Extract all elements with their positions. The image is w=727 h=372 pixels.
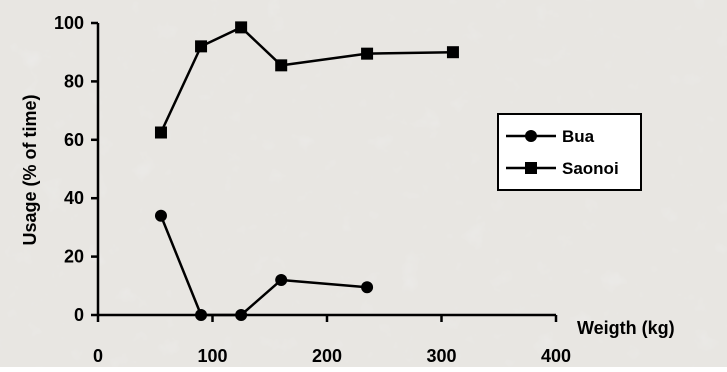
axes: 0 20 40 60 80 100 0 100 200 300 400 (54, 13, 571, 366)
y-axis-label: Usage (% of time) (20, 94, 40, 245)
data-point-saonoi (235, 21, 248, 34)
y-tick-label: 100 (54, 13, 84, 33)
x-axis-label: Weigth (kg) (577, 318, 675, 338)
x-tick-label: 0 (93, 346, 103, 366)
y-tick-label: 60 (64, 130, 84, 150)
legend-label-saonoi: Saonoi (562, 159, 619, 178)
data-point-saonoi (361, 47, 374, 60)
y-tick-label: 40 (64, 188, 84, 208)
series-bua (154, 209, 374, 321)
legend-marker-bua (525, 130, 537, 142)
y-tick-label: 20 (64, 247, 84, 267)
x-tick-label: 100 (197, 346, 227, 366)
data-point-bua (195, 309, 208, 321)
data-point-bua (361, 281, 374, 294)
legend-marker-saonoi (525, 162, 537, 174)
series-layer (154, 21, 459, 321)
data-point-saonoi (154, 126, 167, 139)
data-point-bua (154, 209, 167, 222)
x-tick-label: 200 (312, 346, 342, 366)
data-point-saonoi (275, 59, 288, 72)
legend: Bua Saonoi (497, 113, 642, 191)
legend-label-bua: Bua (562, 127, 595, 146)
y-tick-label: 80 (64, 71, 84, 91)
data-point-saonoi (446, 46, 459, 59)
x-tick-label: 400 (541, 346, 571, 366)
series-line-saonoi (159, 26, 453, 134)
legend-box (497, 113, 642, 191)
data-point-bua (275, 273, 288, 286)
data-point-bua (235, 309, 248, 321)
data-point-saonoi (195, 40, 208, 53)
x-tick-label: 300 (426, 346, 456, 366)
y-tick-label: 0 (74, 305, 84, 325)
series-saonoi (154, 21, 459, 139)
